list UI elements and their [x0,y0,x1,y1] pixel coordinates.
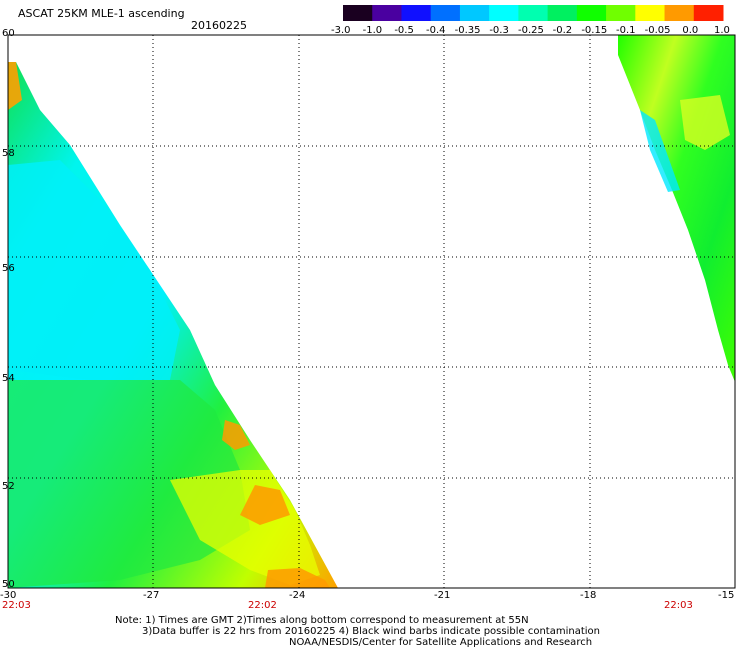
swath-east [618,35,735,382]
time-label-right: 22:03 [664,600,693,611]
colorbar-swatch [372,5,402,21]
colorbar-label: -1.0 [362,25,383,36]
colorbar-label: -0.4 [426,25,446,36]
colorbar-label: -0.05 [644,25,671,36]
colorbar-label: -0.5 [394,25,414,36]
swath-west-orange-patch-3 [265,568,330,588]
x-tick--24: -24 [289,590,306,601]
colorbar-label: 1.0 [714,25,730,36]
colorbar-swatch [664,5,695,21]
colorbar-swatch [576,5,607,21]
swath-east-yellow-patch [680,95,730,150]
y-tick-56: 56 [2,263,15,274]
colorbar-label: -0.3 [489,25,509,36]
colorbar-label: -0.1 [616,25,636,36]
swath-west-cyan-region [8,160,180,380]
plot-frame [7,34,736,589]
footer-note-3: NOAA/NESDIS/Center for Satellite Applica… [289,637,593,648]
x-tick--27: -27 [143,590,160,601]
x-tick--30: -30 [0,590,17,601]
y-tick-60: 60 [2,28,15,39]
colorbar-swatch [401,5,432,21]
swath-west-orange-patch-2 [222,420,250,450]
swath-east-cyan-edge [640,110,680,192]
footer-note-2: 3)Data buffer is 22 hrs from 20160225 4)… [142,626,600,637]
colorbar-label: -3.0 [331,25,351,36]
colorbar-swatch [430,5,461,21]
colorbar-swatch [343,5,373,21]
footer-note-1: Note: 1) Times are GMT 2)Times along bot… [115,615,529,626]
colorbar-swatch [606,5,636,21]
swath-west-green-region [8,380,250,588]
y-tick-58: 58 [2,148,15,159]
colorbar-label: -0.15 [581,25,608,36]
y-tick-50: 50 [2,579,15,590]
map-title: ASCAT 25KM MLE-1 ascending [18,7,185,20]
x-tick--15: -15 [718,590,735,601]
x-tick--21: -21 [434,590,451,601]
colorbar-label: -0.25 [518,25,544,36]
x-tick--18: -18 [580,590,597,601]
colorbar-label: 0.0 [682,25,699,36]
colorbar-swatch [518,5,549,21]
colorbar-swatch [489,5,519,21]
colorbar-swatch [459,5,490,21]
time-label-left: 22:03 [2,600,31,611]
grid [8,35,735,588]
colorbar-swatch [635,5,666,21]
colorbar-label: -0.2 [552,25,573,36]
colorbar-swatch [693,5,724,21]
y-tick-54: 54 [2,373,15,384]
colorbar-label: -0.35 [454,25,481,36]
swath-west-orange-patch-1 [240,485,290,525]
colorbar [343,5,724,21]
y-tick-52: 52 [2,481,15,492]
map-date: 20160225 [191,19,247,32]
swath-west-top-patch [8,62,22,110]
time-label-middle: 22:02 [248,600,277,611]
colorbar-swatch [547,5,578,21]
